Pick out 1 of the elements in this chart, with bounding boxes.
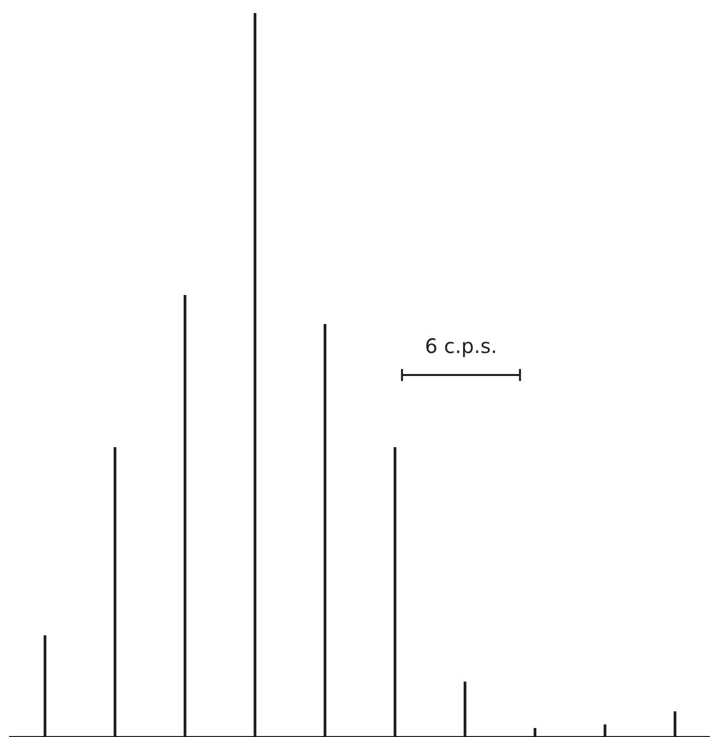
annotation: 6 c.p.s.: [424, 334, 498, 358]
